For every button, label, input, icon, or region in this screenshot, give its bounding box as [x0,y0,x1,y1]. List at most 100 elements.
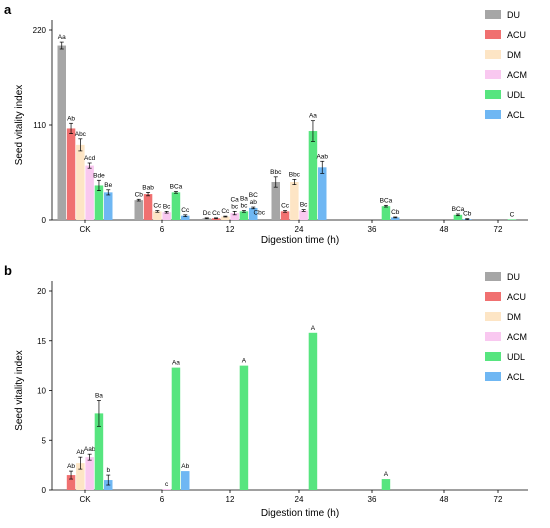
bar-udl-12 [239,211,249,220]
x-tick-label: 72 [494,495,503,504]
x-tick-label: 12 [226,225,235,234]
x-tick-label: 48 [440,225,449,234]
data-label: Cb [463,211,472,218]
legend-item-dm: DM [485,50,521,60]
bar-acu-ck [66,475,76,490]
bar-acl-36 [391,217,400,220]
data-label: Cb [135,191,144,198]
bar-acu-ck [66,128,76,220]
legend-label: ACL [507,110,525,120]
legend-label: DM [507,50,521,60]
data-label: Bc [163,203,171,210]
legend-swatch [485,272,501,281]
data-label: Ab [67,463,75,470]
bar-du-ck [57,45,66,220]
data-label: Dc [203,210,212,217]
data-label: BCa [380,197,393,204]
chart-a: 0 110 220 CK 6 12 24 36 48 72 Digestion time (h) Se… [14,10,528,246]
x-tick-label: 24 [295,225,304,234]
data-label: Ba [240,196,248,203]
data-label: Aab [316,153,328,160]
x-tick-label: 6 [160,225,165,234]
y-tick-label: 20 [37,287,46,296]
legend-swatch [485,110,501,119]
legend-item-acu: ACU [485,30,526,40]
bar-acm-24 [299,210,308,220]
x-tick-label: 36 [368,495,377,504]
legend-item-udl: UDL [485,352,525,362]
bar-acl-ck [104,192,113,220]
x-tick-label: 12 [226,495,235,504]
data-label: Ca [230,196,239,203]
bar-du-6 [134,200,143,220]
x-axis-label: Digestion time (h) [261,508,339,519]
legend-item-du: DU [485,10,520,20]
data-label: Aa [58,34,66,41]
legend-item-du: DU [485,272,520,282]
legend-item-acl: ACL [485,372,525,382]
bar-dm-12 [221,216,230,220]
y-tick-label: 10 [37,387,46,396]
bar-dm-ck [76,463,85,490]
data-label: Cc [212,210,221,217]
data-label: Acd [84,155,96,162]
legend-swatch [485,50,501,59]
data-label: bc [231,203,239,210]
y-tick-label: 0 [42,486,47,495]
data-label: c [165,481,169,488]
legend-swatch [485,90,501,99]
data-label: ab [250,199,258,206]
bar-udl-6 [171,192,181,220]
bar-udl-48 [453,214,463,220]
legend-swatch [485,312,501,321]
bar-udl-ck [94,185,104,220]
y-tick-label: 5 [42,436,47,445]
legend-swatch [485,30,501,39]
y-axis-label: Seed vitality index [14,85,25,166]
bar-acm-6 [162,212,171,220]
data-label: Ab [67,115,75,122]
data-label: Ab [181,463,189,470]
bar-du-12 [202,218,211,220]
legend-label: ACL [507,372,525,382]
data-label: Ab [76,449,84,456]
bar-dm-24 [290,182,299,220]
bar-acl-12 [249,207,258,220]
legend-label: UDL [507,90,525,100]
bar-acu-12 [211,218,221,220]
bar-acm-ck [85,457,94,490]
data-label: Cb [391,209,400,216]
data-label: BCa [170,184,183,191]
bar-acm-ck [85,165,94,220]
x-tick-label: 36 [368,225,377,234]
data-label: Cbc [253,210,265,217]
legend-swatch [485,10,501,19]
x-tick-label: CK [79,225,91,234]
data-label: A [384,471,389,478]
bar-udl-36 [381,479,391,490]
data-label: A [311,325,316,332]
legend-item-acm: ACM [485,332,527,342]
bar-udl-6 [171,367,181,490]
legend-swatch [485,332,501,341]
y-tick-label: 220 [33,26,47,35]
panel-letter-a: a [4,2,12,17]
data-label: Ba [95,392,103,399]
legend-label: DM [507,312,521,322]
legend-label: ACU [507,292,526,302]
bar-dm-ck [76,144,85,220]
data-label: b [106,467,110,474]
legend-swatch [485,292,501,301]
legend-label: ACU [507,30,526,40]
data-label: Bde [93,172,105,179]
x-tick-label: 6 [160,495,165,504]
bar-acl-24 [318,167,327,220]
y-tick-label: 15 [37,337,46,346]
data-label: BCa [452,206,465,213]
bar-udl-36 [381,206,391,220]
data-label: Bbc [270,169,282,176]
x-tick-label: 24 [295,495,304,504]
y-tick-label: 0 [42,216,47,225]
y-tick-label: 110 [33,121,46,130]
data-label: BC [249,192,258,199]
